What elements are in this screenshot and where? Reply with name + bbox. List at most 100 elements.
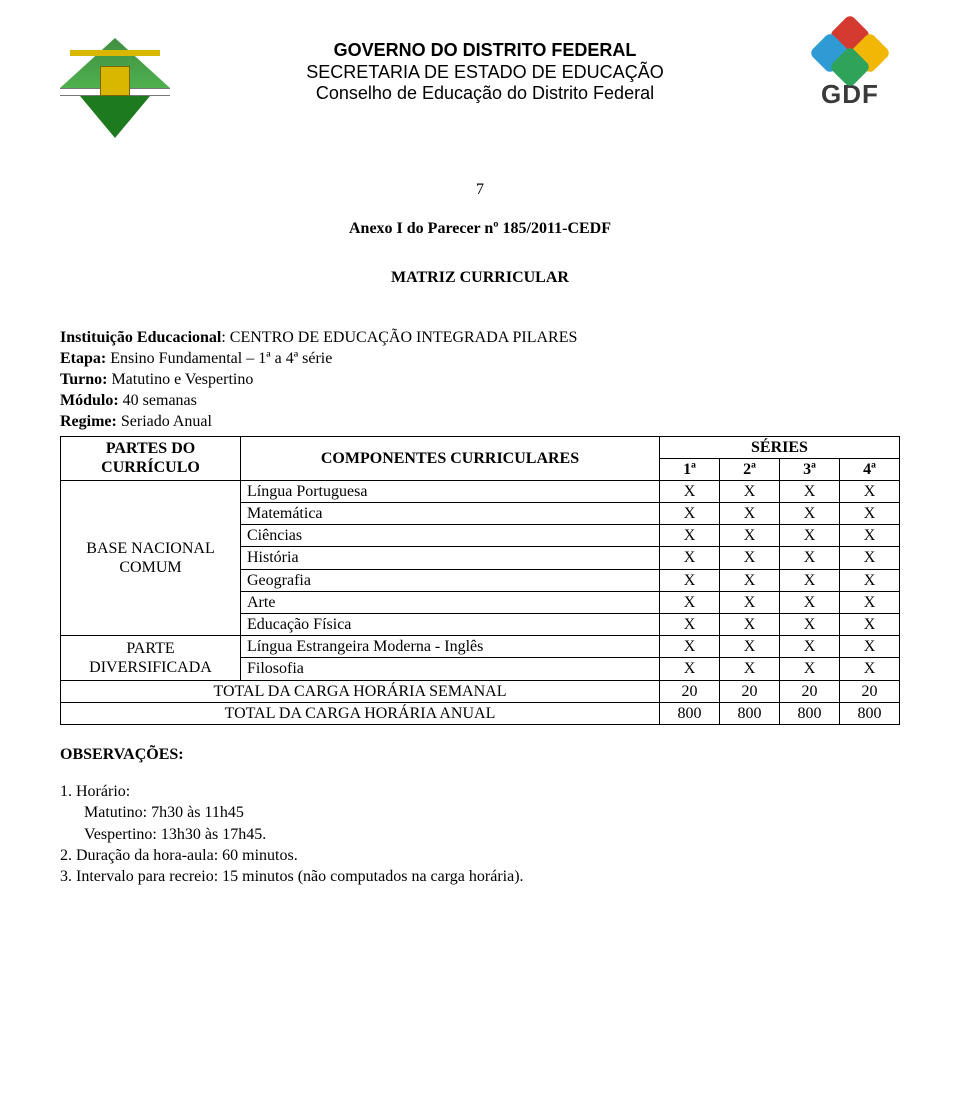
institution-info: Instituição Educacional: CENTRO DE EDUCA… [60, 328, 900, 432]
total-anual-2: 800 [720, 702, 780, 724]
cell-value: X [840, 525, 900, 547]
info-etapa: Etapa: Ensino Fundamental – 1ª a 4ª séri… [60, 349, 900, 368]
total-anual-1: 800 [660, 702, 720, 724]
annex-title: Anexo I do Parecer nº 185/2011-CEDF [60, 219, 900, 238]
obs-1a: Matutino: 7h30 às 11h45 [84, 803, 900, 822]
total-semanal-row: TOTAL DA CARGA HORÁRIA SEMANAL 20 20 20 … [61, 680, 900, 702]
table-row: PARTE DIVERSIFICADA Língua Estrangeira M… [61, 636, 900, 658]
header-line2: SECRETARIA DE ESTADO DE EDUCAÇÃO [170, 62, 800, 84]
info-turno-key: Turno: [60, 371, 107, 388]
gdf-logo-icon [815, 20, 885, 75]
cell-value: X [720, 525, 780, 547]
cell-value: X [780, 525, 840, 547]
cell-componente: Língua Portuguesa [241, 480, 660, 502]
cell-value: X [840, 636, 900, 658]
matriz-title: MATRIZ CURRICULAR [60, 268, 900, 287]
cell-componente: Geografia [241, 569, 660, 591]
cell-componente: Língua Estrangeira Moderna - Inglês [241, 636, 660, 658]
info-etapa-key: Etapa: [60, 350, 106, 367]
cell-value: X [840, 480, 900, 502]
total-semanal-1: 20 [660, 680, 720, 702]
total-semanal-3: 20 [780, 680, 840, 702]
cell-value: X [720, 658, 780, 680]
page-number: 7 [60, 180, 900, 199]
cell-componente: Arte [241, 591, 660, 613]
header-line1: GOVERNO DO DISTRITO FEDERAL [170, 40, 800, 62]
cell-value: X [780, 591, 840, 613]
cell-value: X [660, 503, 720, 525]
th-serie-1: 1ª [660, 458, 720, 480]
cell-value: X [660, 480, 720, 502]
obs-1: 1. Horário: [60, 782, 900, 801]
document-header: GOVERNO DO DISTRITO FEDERAL SECRETARIA D… [60, 20, 900, 150]
cell-value: X [660, 525, 720, 547]
cell-value: X [780, 636, 840, 658]
th-partes: PARTES DO CURRÍCULO [61, 436, 241, 480]
th-componentes: COMPONENTES CURRICULARES [241, 436, 660, 480]
th-serie-2: 2ª [720, 458, 780, 480]
table-row: BASE NACIONAL COMUM Língua Portuguesa X … [61, 480, 900, 502]
info-regime-val: Seriado Anual [117, 413, 212, 430]
info-modulo: Módulo: 40 semanas [60, 391, 900, 410]
cell-value: X [840, 658, 900, 680]
info-instituicao-key: Instituição Educacional [60, 329, 221, 346]
cell-value: X [720, 503, 780, 525]
cell-componente: Filosofia [241, 658, 660, 680]
th-serie-4: 4ª [840, 458, 900, 480]
obs-1b: Vespertino: 13h30 às 17h45. [84, 825, 900, 844]
cell-value: X [780, 614, 840, 636]
cell-value: X [780, 480, 840, 502]
total-anual-label: TOTAL DA CARGA HORÁRIA ANUAL [61, 702, 660, 724]
cell-value: X [840, 591, 900, 613]
curriculum-table: PARTES DO CURRÍCULO COMPONENTES CURRICUL… [60, 436, 900, 725]
info-instituicao: Instituição Educacional: CENTRO DE EDUCA… [60, 328, 900, 347]
th-serie-3: 3ª [780, 458, 840, 480]
header-title-block: GOVERNO DO DISTRITO FEDERAL SECRETARIA D… [170, 20, 800, 105]
header-line3: Conselho de Educação do Distrito Federal [170, 83, 800, 105]
cell-value: X [720, 569, 780, 591]
cell-componente: Ciências [241, 525, 660, 547]
info-instituicao-val: : CENTRO DE EDUCAÇÃO INTEGRADA PILARES [221, 329, 577, 346]
cell-value: X [780, 547, 840, 569]
cell-componente: Educação Física [241, 614, 660, 636]
th-series: SÉRIES [660, 436, 900, 458]
cell-value: X [840, 503, 900, 525]
cell-value: X [840, 569, 900, 591]
total-anual-row: TOTAL DA CARGA HORÁRIA ANUAL 800 800 800… [61, 702, 900, 724]
cell-value: X [720, 614, 780, 636]
info-regime-key: Regime: [60, 413, 117, 430]
observations-title: OBSERVAÇÕES: [60, 745, 900, 764]
cell-value: X [720, 591, 780, 613]
cell-value: X [660, 547, 720, 569]
cell-value: X [840, 614, 900, 636]
cell-value: X [660, 591, 720, 613]
total-anual-3: 800 [780, 702, 840, 724]
group-base-label: BASE NACIONAL COMUM [61, 480, 241, 635]
cell-value: X [660, 569, 720, 591]
cell-value: X [840, 547, 900, 569]
cell-value: X [720, 480, 780, 502]
cell-value: X [780, 658, 840, 680]
gdf-logo: GDF [800, 20, 900, 110]
cell-value: X [780, 569, 840, 591]
cell-componente: História [241, 547, 660, 569]
cell-value: X [720, 547, 780, 569]
cell-value: X [780, 503, 840, 525]
info-etapa-val: Ensino Fundamental – 1ª a 4ª série [106, 350, 332, 367]
table-header-row-1: PARTES DO CURRÍCULO COMPONENTES CURRICUL… [61, 436, 900, 458]
observations-list: 1. Horário: Matutino: 7h30 às 11h45 Vesp… [60, 782, 900, 886]
total-semanal-label: TOTAL DA CARGA HORÁRIA SEMANAL [61, 680, 660, 702]
obs-3: 3. Intervalo para recreio: 15 minutos (n… [60, 867, 900, 886]
cell-value: X [660, 636, 720, 658]
obs-2: 2. Duração da hora-aula: 60 minutos. [60, 846, 900, 865]
info-modulo-val: 40 semanas [119, 392, 197, 409]
df-emblem [60, 20, 170, 150]
group-div-label: PARTE DIVERSIFICADA [61, 636, 241, 680]
cell-value: X [660, 614, 720, 636]
cell-componente: Matemática [241, 503, 660, 525]
total-semanal-4: 20 [840, 680, 900, 702]
info-regime: Regime: Seriado Anual [60, 412, 900, 431]
info-turno-val: Matutino e Vespertino [107, 371, 253, 388]
total-anual-4: 800 [840, 702, 900, 724]
info-turno: Turno: Matutino e Vespertino [60, 370, 900, 389]
